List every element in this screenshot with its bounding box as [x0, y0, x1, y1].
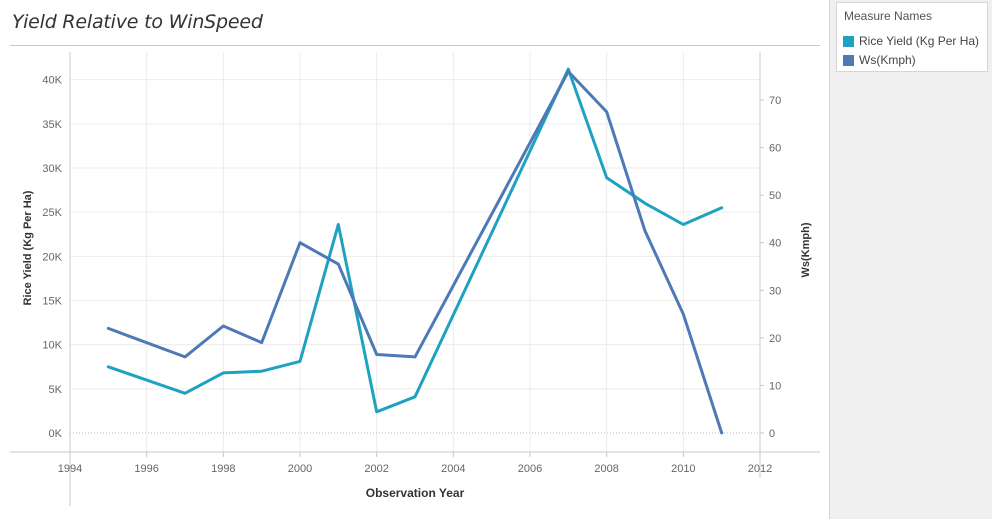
- left-y-tick-label: 40K: [42, 75, 62, 87]
- side-panel: [830, 0, 992, 519]
- legend[interactable]: Measure Names Rice Yield (Kg Per Ha) Ws(…: [836, 2, 988, 72]
- legend-swatch-ws: [843, 55, 854, 66]
- x-tick-label: 2000: [288, 463, 312, 475]
- left-y-tick-label: 30K: [42, 163, 62, 175]
- left-y-tick-label: 5K: [49, 384, 63, 396]
- right-y-tick-label: 50: [769, 190, 781, 202]
- legend-item-ws[interactable]: Ws(Kmph): [843, 53, 987, 69]
- x-tick-label: 2006: [518, 463, 542, 475]
- right-y-tick-label: 0: [769, 428, 775, 440]
- series-lines[interactable]: [106, 67, 724, 435]
- gridlines: [70, 52, 760, 452]
- x-tick-label: 2012: [748, 463, 772, 475]
- x-tick-label: 2004: [441, 463, 465, 475]
- legend-item-rice-yield[interactable]: Rice Yield (Kg Per Ha): [843, 34, 987, 50]
- chart-title: Yield Relative to WinSpeed: [12, 11, 263, 33]
- left-y-tick-label: 20K: [42, 251, 62, 263]
- right-y-tick-label: 70: [769, 95, 781, 107]
- right-y-tick-label: 20: [769, 333, 781, 345]
- x-tick-label: 2008: [594, 463, 618, 475]
- line-chart[interactable]: 1994 1996 1998 2000 2002 2004 2006 2008 2010 2012…: [0, 0, 830, 519]
- left-y-tick-label: 10K: [42, 340, 62, 352]
- x-tick-label: 1998: [211, 463, 235, 475]
- series-line-ws[interactable]: [106, 70, 724, 435]
- title-divider: [10, 45, 820, 46]
- right-y-tick-label: 10: [769, 380, 781, 392]
- left-y-tick-label: 0K: [49, 428, 63, 440]
- legend-label-ws: Ws(Kmph): [859, 53, 916, 67]
- x-tick-label: 2002: [364, 463, 388, 475]
- x-tick-label: 2010: [671, 463, 695, 475]
- axes: 1994 1996 1998 2000 2002 2004 2006 2008 2010 2012…: [10, 52, 820, 506]
- left-y-tick-label: 15K: [42, 296, 62, 308]
- viz-border: [829, 0, 830, 519]
- legend-swatch-rice-yield: [843, 36, 854, 47]
- left-y-axis-title: Rice Yield (Kg Per Ha): [22, 190, 34, 305]
- series-line-rice-yield[interactable]: [106, 67, 724, 414]
- right-y-tick-label: 30: [769, 285, 781, 297]
- axis-labels: Observation Year Rice Yield (Kg Per Ha) …: [22, 190, 812, 500]
- right-y-tick-label: 40: [769, 238, 781, 250]
- x-tick-label: 1994: [58, 463, 82, 475]
- legend-label-rice-yield: Rice Yield (Kg Per Ha): [859, 34, 980, 48]
- legend-title: Measure Names: [844, 9, 933, 23]
- x-axis-title: Observation Year: [366, 486, 465, 500]
- x-tick-label: 1996: [134, 463, 158, 475]
- left-y-tick-label: 35K: [42, 119, 62, 131]
- right-y-axis-title: Ws(Kmph): [800, 222, 812, 277]
- right-y-tick-label: 60: [769, 143, 781, 155]
- left-y-tick-label: 25K: [42, 207, 62, 219]
